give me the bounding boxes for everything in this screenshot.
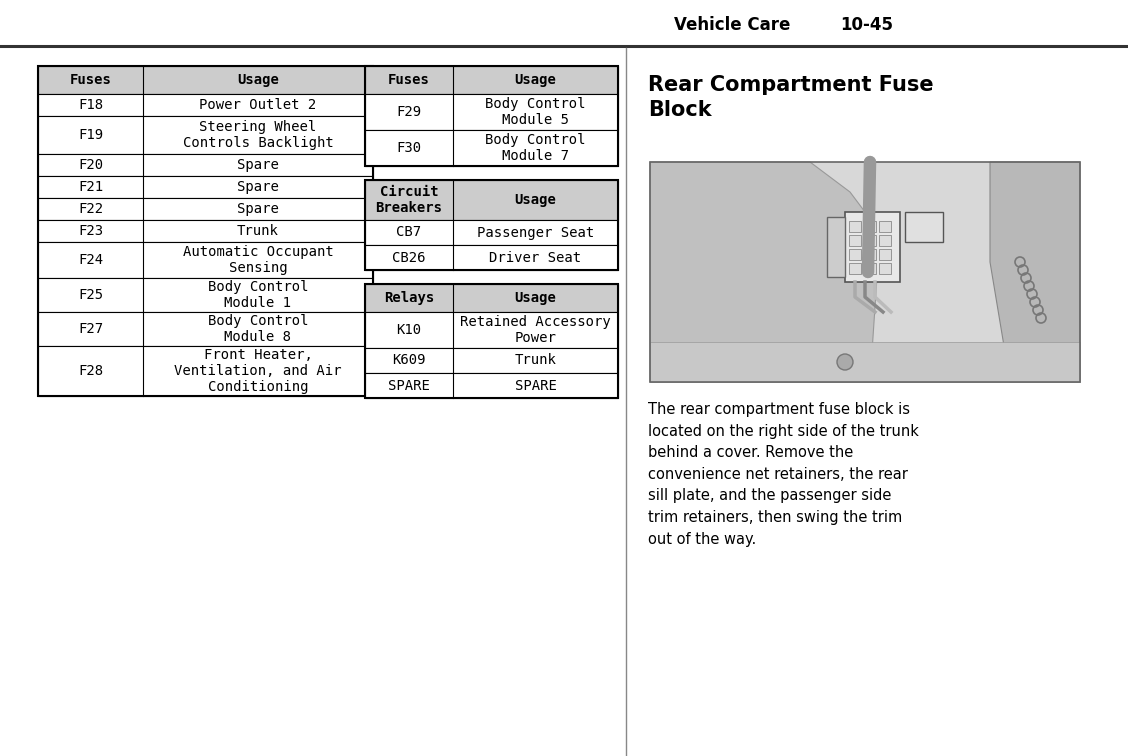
Text: Usage: Usage <box>514 73 556 87</box>
Text: Spare: Spare <box>237 202 279 216</box>
Text: Driver Seat: Driver Seat <box>490 250 582 265</box>
Bar <box>38 198 373 220</box>
Bar <box>845 212 900 282</box>
Text: Fuses: Fuses <box>70 73 112 87</box>
Text: F29: F29 <box>396 105 422 119</box>
Bar <box>879 249 891 260</box>
Text: F18: F18 <box>78 98 103 112</box>
Bar <box>650 162 1079 382</box>
Polygon shape <box>650 342 1079 382</box>
Bar <box>38 312 373 346</box>
Text: The rear compartment fuse block is
located on the right side of the trunk
behind: The rear compartment fuse block is locat… <box>647 402 919 547</box>
Bar <box>879 221 891 232</box>
Text: SPARE: SPARE <box>514 379 556 392</box>
Bar <box>38 154 373 176</box>
Bar <box>38 278 373 312</box>
Bar <box>827 217 845 277</box>
Bar <box>365 284 618 398</box>
Bar <box>38 66 373 396</box>
Text: 10-45: 10-45 <box>840 16 893 34</box>
Text: Steering Wheel
Controls Backlight: Steering Wheel Controls Backlight <box>183 120 334 150</box>
Bar <box>365 348 618 373</box>
Text: Body Control
Module 5: Body Control Module 5 <box>485 97 585 127</box>
Bar <box>365 66 618 166</box>
Text: Usage: Usage <box>237 73 279 87</box>
Text: K10: K10 <box>396 323 422 337</box>
Text: Automatic Occupant
Sensing: Automatic Occupant Sensing <box>183 245 334 275</box>
Text: F19: F19 <box>78 128 103 142</box>
Bar <box>365 284 618 312</box>
Text: Trunk: Trunk <box>514 354 556 367</box>
Text: CB7: CB7 <box>396 225 422 240</box>
Bar <box>38 176 373 198</box>
Bar <box>879 235 891 246</box>
Polygon shape <box>990 162 1079 382</box>
Bar <box>864 249 876 260</box>
Text: F30: F30 <box>396 141 422 155</box>
Text: F21: F21 <box>78 180 103 194</box>
Text: CB26: CB26 <box>393 250 425 265</box>
Text: F25: F25 <box>78 288 103 302</box>
Bar <box>365 180 618 220</box>
Bar <box>38 346 373 396</box>
Text: Usage: Usage <box>514 291 556 305</box>
Text: Spare: Spare <box>237 180 279 194</box>
Polygon shape <box>650 162 880 382</box>
Bar <box>864 263 876 274</box>
Bar <box>365 130 618 166</box>
Bar <box>365 312 618 348</box>
Text: Spare: Spare <box>237 158 279 172</box>
Text: K609: K609 <box>393 354 425 367</box>
Text: Body Control
Module 1: Body Control Module 1 <box>208 280 308 310</box>
Bar <box>849 263 861 274</box>
Text: F24: F24 <box>78 253 103 267</box>
Bar <box>38 220 373 242</box>
Text: Circuit
Breakers: Circuit Breakers <box>376 185 442 215</box>
Text: Passenger Seat: Passenger Seat <box>477 225 594 240</box>
Text: F28: F28 <box>78 364 103 378</box>
Bar <box>365 373 618 398</box>
Text: Retained Accessory
Power: Retained Accessory Power <box>460 315 611 345</box>
Bar <box>38 94 373 116</box>
Text: Rear Compartment Fuse
Block: Rear Compartment Fuse Block <box>647 75 934 119</box>
Text: SPARE: SPARE <box>388 379 430 392</box>
Text: Fuses: Fuses <box>388 73 430 87</box>
Bar <box>849 221 861 232</box>
Text: F20: F20 <box>78 158 103 172</box>
Text: Vehicle Care: Vehicle Care <box>673 16 790 34</box>
Text: Usage: Usage <box>514 193 556 207</box>
Bar <box>38 66 373 94</box>
Bar <box>650 162 1079 382</box>
Text: Trunk: Trunk <box>237 224 279 238</box>
Bar <box>905 212 943 242</box>
Text: F27: F27 <box>78 322 103 336</box>
Bar <box>864 221 876 232</box>
Bar <box>365 245 618 270</box>
Text: Relays: Relays <box>384 291 434 305</box>
Text: F23: F23 <box>78 224 103 238</box>
Bar <box>879 263 891 274</box>
Bar <box>849 249 861 260</box>
Bar <box>365 94 618 130</box>
Text: Body Control
Module 8: Body Control Module 8 <box>208 314 308 344</box>
Bar <box>38 116 373 154</box>
Bar <box>864 235 876 246</box>
Bar <box>365 220 618 245</box>
Bar <box>849 235 861 246</box>
Bar <box>38 242 373 278</box>
Bar <box>365 66 618 94</box>
Text: Front Heater,
Ventilation, and Air
Conditioning: Front Heater, Ventilation, and Air Condi… <box>174 348 342 394</box>
Bar <box>365 180 618 270</box>
Text: Body Control
Module 7: Body Control Module 7 <box>485 133 585 163</box>
Text: F22: F22 <box>78 202 103 216</box>
Text: Power Outlet 2: Power Outlet 2 <box>200 98 317 112</box>
Circle shape <box>837 354 853 370</box>
